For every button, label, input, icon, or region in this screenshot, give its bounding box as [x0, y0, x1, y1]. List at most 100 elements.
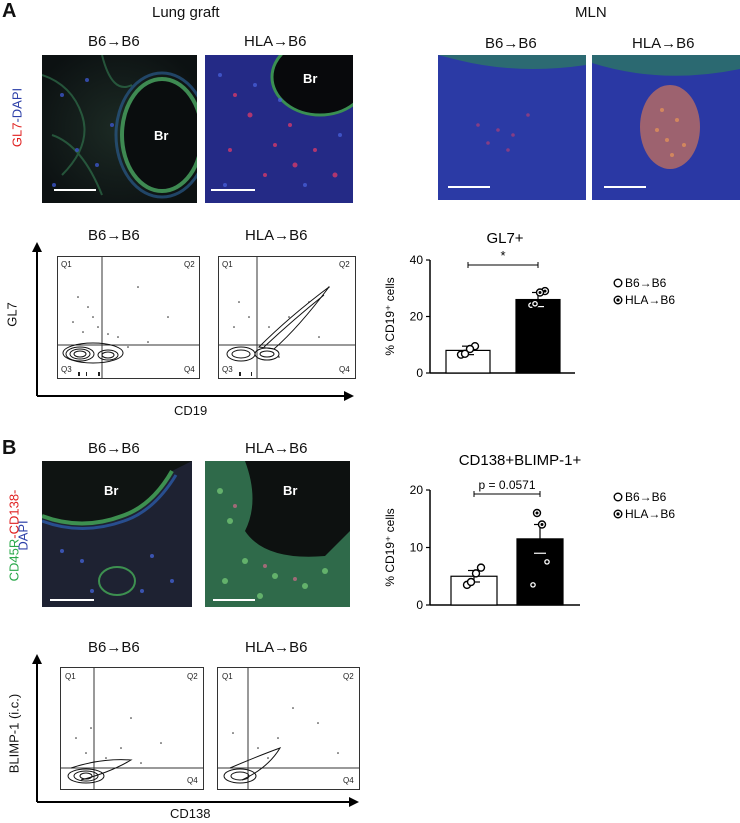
- data-point-core: [533, 302, 537, 306]
- flow-plot-a-b6: Q1 Q2 Q3 Q4: [57, 256, 200, 379]
- panel-a-letter: A: [2, 0, 17, 22]
- y-tick-label: 20: [410, 310, 424, 324]
- flow-a-x-label: CD19: [174, 403, 208, 418]
- flow-b-b6-title: B6→B6: [88, 639, 140, 656]
- scale-bar-a1: [54, 189, 96, 191]
- q4-label: Q4: [187, 776, 198, 785]
- data-point-core: [540, 523, 544, 526]
- y-axis-label: % CD19⁺ cells: [383, 277, 397, 355]
- y-tick-label: 0: [416, 598, 423, 612]
- flow-b-y-label: BLIMP-1 (i.c.): [6, 693, 22, 774]
- br-label-b2: Br: [283, 483, 298, 498]
- flow-b-x-label: CD138: [170, 806, 211, 821]
- q1-label: Q1: [65, 672, 76, 681]
- micrograph-lung-b6-art: [42, 55, 197, 203]
- bar-hla: [515, 298, 561, 374]
- legend-marker-core: [616, 298, 620, 302]
- br-label-a1: Br: [154, 128, 169, 143]
- data-point: [476, 563, 486, 572]
- flow-a-y-label: GL7: [4, 302, 20, 327]
- data-point-core: [538, 290, 542, 294]
- data-point: [471, 569, 481, 578]
- micrograph-lung-hla-art: [205, 55, 353, 203]
- label-hla-mln: HLA→B6: [632, 35, 695, 52]
- micrograph-mln-hla-art: [592, 55, 740, 200]
- flow-a-axes: [32, 242, 354, 401]
- flow-b-hla-title: HLA→B6: [245, 639, 308, 656]
- bar-chart-gl7: GL7+ 0 20 40 % CD19⁺ cells * B6→B6 HLA→B6: [383, 230, 675, 380]
- stain-label-gl7-dapi: GL7-DAPI: [9, 87, 25, 148]
- mln-title: MLN: [575, 4, 607, 21]
- legend-label: B6→B6: [625, 490, 667, 504]
- stain-label-dapi: DAPI: [15, 520, 31, 551]
- y-tick-label: 10: [410, 541, 424, 555]
- q3-label: Q3: [222, 365, 233, 374]
- scale-bar-b1: [50, 599, 94, 601]
- micrograph-lung-hla: Br: [205, 55, 353, 203]
- y-tick-label: 20: [410, 483, 424, 497]
- legend-marker-core: [616, 512, 620, 516]
- label-b6-lung: B6→B6: [88, 33, 140, 50]
- micrograph-b-b6-art: [42, 461, 192, 607]
- flow-a-b6-title: B6→B6: [88, 227, 140, 244]
- chart-title: CD138+BLIMP-1+: [459, 452, 582, 469]
- flow-a-hla-title: HLA→B6: [245, 227, 308, 244]
- micrograph-b-b6: Br: [42, 461, 192, 607]
- y-axis-label: % CD19⁺ cells: [383, 508, 397, 586]
- flow-plot-a-b6-art: [58, 257, 199, 378]
- significance-label: *: [500, 248, 505, 263]
- significance-label: p = 0.0571: [478, 478, 535, 492]
- scale-bar-a3: [448, 186, 490, 188]
- micrograph-lung-b6: Br: [42, 55, 197, 203]
- q1-label: Q1: [222, 672, 233, 681]
- data-point: [465, 344, 475, 354]
- label-b6-b: B6→B6: [88, 440, 140, 457]
- micrograph-mln-b6-art: [438, 55, 586, 200]
- legend-marker: [613, 278, 623, 288]
- q4-label: Q4: [343, 776, 354, 785]
- legend-label: B6→B6: [625, 276, 667, 290]
- q2-label: Q2: [339, 260, 350, 269]
- q2-label: Q2: [343, 672, 354, 681]
- micrograph-b-hla: Br: [205, 461, 350, 607]
- flow-plot-b-hla: Q1 Q2 Q4: [217, 667, 360, 790]
- y-tick-label: 0: [416, 366, 423, 380]
- y-tick-label: 40: [410, 253, 424, 267]
- flow-plot-b-b6: Q1 Q2 Q4: [60, 667, 204, 790]
- scale-bar-a2: [211, 189, 255, 191]
- data-point: [460, 349, 470, 358]
- legend-label: HLA→B6: [625, 293, 675, 307]
- micrograph-b-hla-art: [205, 461, 350, 607]
- data-point-core: [543, 289, 547, 293]
- q3-label: Q3: [61, 365, 72, 374]
- scale-bar-b2: [213, 599, 255, 601]
- q1-label: Q1: [61, 260, 72, 269]
- flow-plot-a-hla: Q1 Q2 Q3 Q4: [218, 256, 356, 379]
- br-label-b1: Br: [104, 483, 119, 498]
- q2-label: Q2: [187, 672, 198, 681]
- q2-label: Q2: [184, 260, 195, 269]
- flow-plot-a-hla-art: [219, 257, 355, 378]
- data-point-core: [545, 560, 549, 564]
- label-hla-b: HLA→B6: [245, 440, 308, 457]
- q1-label: Q1: [222, 260, 233, 269]
- chart-title: GL7+: [486, 230, 523, 247]
- label-b6-mln: B6→B6: [485, 35, 537, 52]
- label-hla-lung: HLA→B6: [244, 33, 307, 50]
- legend-marker: [613, 492, 623, 502]
- micrograph-mln-b6: [438, 55, 586, 200]
- data-point-core: [535, 511, 539, 515]
- scale-bar-a4: [604, 186, 646, 188]
- data-point-core: [531, 583, 535, 587]
- flow-plot-b-hla-art: [218, 668, 359, 789]
- q4-label: Q4: [339, 365, 350, 374]
- bar-chart-cd138-blimp1: CD138+BLIMP-1+ 0 10 20 % CD19⁺ cells p = 0.05…: [383, 452, 675, 612]
- data-point: [466, 577, 476, 587]
- lung-graft-title: Lung graft: [152, 4, 220, 21]
- legend-label: HLA→B6: [625, 507, 675, 521]
- micrograph-mln-hla: [592, 55, 740, 200]
- panel-b-letter: B: [2, 437, 17, 459]
- q4-label: Q4: [184, 365, 195, 374]
- flow-b-axes: [32, 654, 359, 807]
- br-label-a2: Br: [303, 71, 318, 86]
